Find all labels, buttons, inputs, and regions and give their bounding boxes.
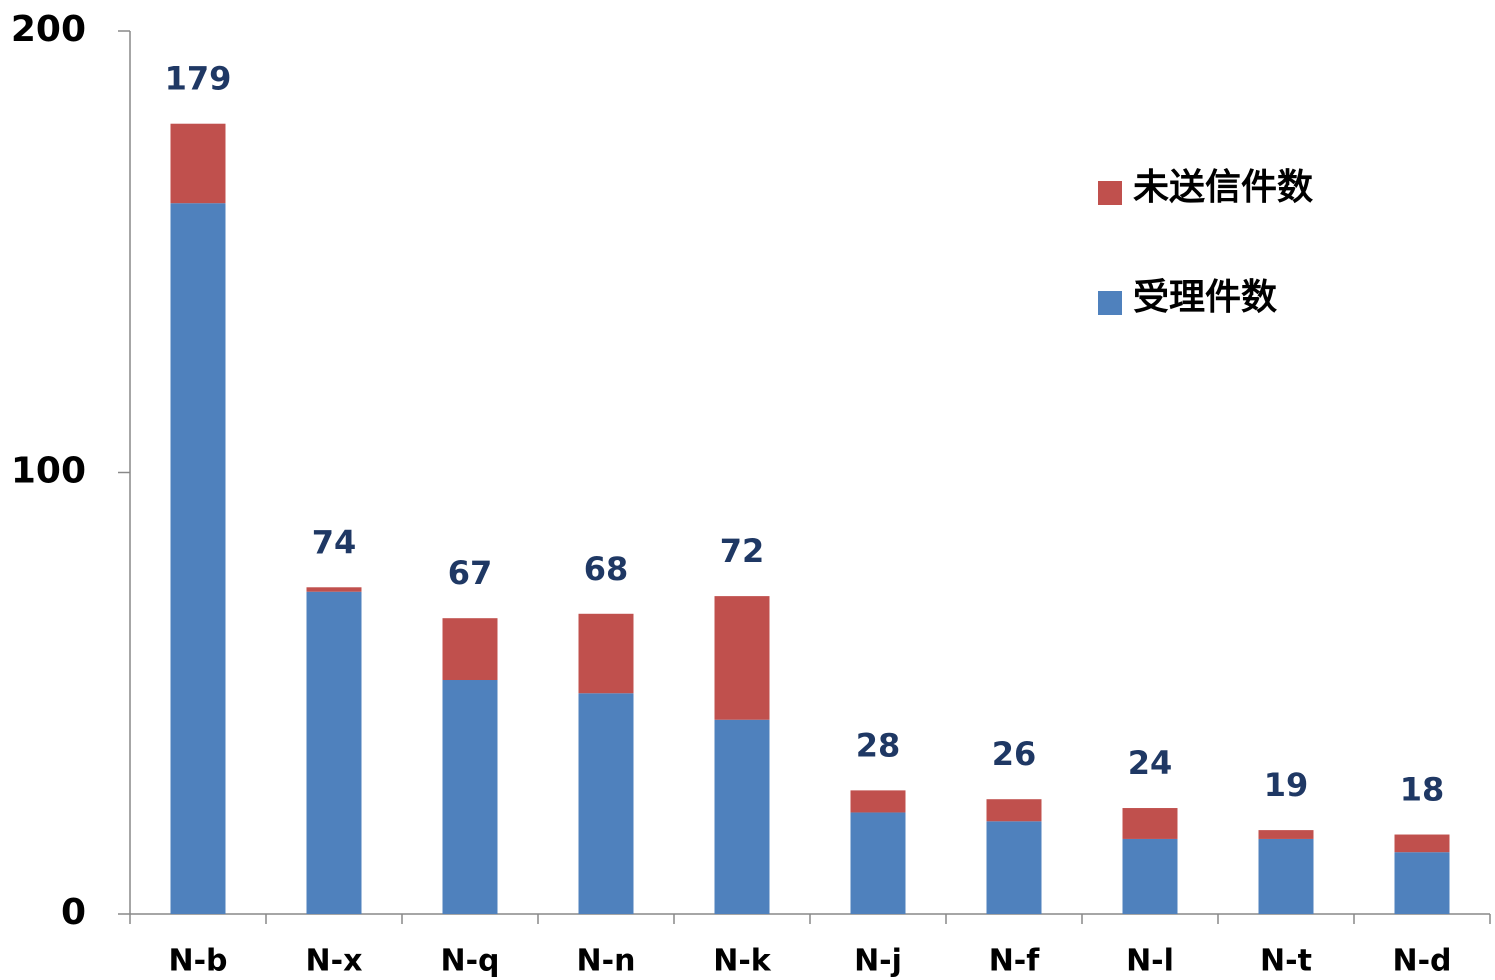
x-tick-label: N-n (577, 944, 636, 979)
x-tick-label: N-k (713, 944, 772, 979)
x-tick-label: N-t (1260, 944, 1312, 979)
bar-segment (170, 203, 226, 914)
x-tick-label: N-f (989, 944, 1041, 979)
bar-segment (578, 693, 634, 914)
bar-segment (578, 613, 634, 694)
x-tick-label: N-x (306, 944, 363, 979)
bar-segment (1258, 838, 1314, 914)
bar-segment (850, 790, 906, 813)
total-label: 179 (165, 60, 232, 98)
legend-swatch (1098, 181, 1122, 205)
legend-swatch (1098, 291, 1122, 315)
bar-segment (1394, 834, 1450, 853)
bar-segment (986, 799, 1042, 822)
total-label: 19 (1264, 766, 1309, 804)
bar-segment (1122, 808, 1178, 839)
x-tick-label: N-l (1126, 944, 1174, 979)
legend-label: 未送信件数 (1133, 167, 1313, 208)
bar-segment (850, 812, 906, 914)
total-label: 68 (584, 550, 629, 588)
total-label: 28 (856, 726, 901, 764)
bar-segment (986, 821, 1042, 914)
bar-segment (442, 680, 498, 914)
total-label: 74 (312, 523, 357, 561)
x-tick-label: N-d (1392, 944, 1451, 979)
bar-segment (442, 618, 498, 681)
total-label: 72 (720, 532, 765, 570)
y-tick-label: 0 (61, 892, 86, 933)
total-label: 67 (448, 554, 493, 592)
total-label: 26 (992, 735, 1037, 773)
bar-segment (1258, 830, 1314, 839)
total-label: 24 (1128, 744, 1173, 782)
bar-segment (714, 596, 770, 720)
total-label: 18 (1400, 771, 1445, 809)
bar-segment (170, 123, 226, 204)
y-tick-label: 100 (11, 451, 86, 492)
bar-segment (306, 587, 362, 592)
x-tick-label: N-j (854, 944, 902, 979)
bar-segment (306, 591, 362, 914)
bar-segment (714, 719, 770, 914)
bar-segment (1394, 852, 1450, 914)
bar-segment (1122, 838, 1178, 914)
x-tick-label: N-q (440, 944, 499, 979)
y-tick-label: 200 (11, 9, 86, 50)
x-tick-label: N-b (168, 944, 227, 979)
legend-label: 受理件数 (1133, 277, 1277, 318)
